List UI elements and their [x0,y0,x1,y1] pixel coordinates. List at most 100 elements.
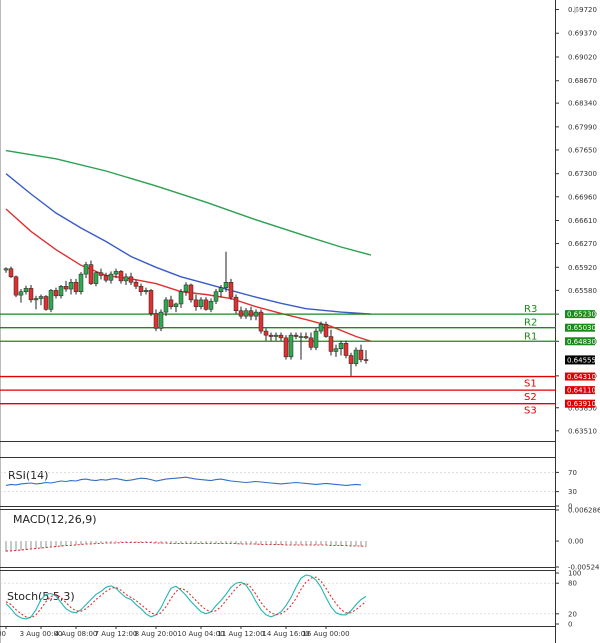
stoch-tick-label: 100 [568,570,581,578]
candle [18,289,24,303]
scroll-arrow-icon[interactable] [574,6,580,14]
candle [133,279,139,290]
price-tick-label: 0.67990 [568,123,597,131]
rsi-axis: 70 30 0 [556,469,577,511]
macd-signal-line [6,541,367,552]
candle [128,272,134,285]
candle [98,268,104,280]
candle [43,295,49,311]
level-name-s3: S3 [524,406,537,417]
candle [3,267,9,273]
stoch-tick-label: 20 [568,610,577,618]
price-tick-label: 0.66270 [568,240,597,248]
candle [183,282,189,296]
time-tick-label: 2 Aug 16:00 [0,630,6,638]
candle [163,297,169,317]
candle [158,309,164,332]
candle [273,332,279,341]
rsi-series [5,476,362,486]
candle [258,309,264,334]
level-price-label: 0.64310 [567,373,596,381]
candle [303,332,309,340]
candle [328,329,334,356]
candle [8,266,14,279]
macd-signal-series [6,541,367,552]
price-tick-label: 0.67300 [568,170,597,178]
candle [138,283,144,296]
candle [58,284,64,299]
price-tick-label: 0.65580 [568,287,597,295]
stoch-title: Stoch(5,5,3) [7,590,75,603]
current-price-label: 0.64555 [567,356,596,364]
candle [33,295,39,310]
candle [93,271,99,287]
candle [268,332,274,341]
time-tick-label: 11 Aug 12:00 [217,630,264,638]
time-tick-label: 3 Aug 00:00 [20,630,63,638]
time-tick-label: 4 Aug 08:00 [55,630,98,638]
candle [68,278,74,295]
candle [348,352,354,376]
candle [53,287,59,299]
candle [23,285,29,295]
candle [188,283,194,303]
time-tick-label: 10 Aug 04:00 [177,630,224,638]
stoch-tick-label: 80 [568,580,577,588]
level-price-label: 0.64830 [567,338,596,346]
price-tick-label: 0.65920 [568,264,597,272]
rsi-tick-label: 70 [568,469,577,477]
candle [218,284,224,298]
candle [248,306,254,321]
current-price-pill: 0.64555 [565,355,596,365]
candle [243,308,249,319]
stochastic-lines [0,574,556,620]
candle [78,272,84,295]
candle [208,298,214,313]
candle [123,273,129,285]
candle [198,297,204,310]
price-tick-label: 0.68340 [568,100,597,108]
moving-averages [5,149,372,342]
level-name-s2: S2 [524,392,537,403]
macd-axis: 0.006286 0.00 -0.005248 [556,507,600,572]
level-price-tag [565,310,595,319]
candle [228,278,234,300]
candle [103,272,109,283]
candle [28,284,34,303]
candle [48,289,54,313]
candle [298,332,304,360]
candle [363,350,369,364]
moving-average-line [5,173,372,315]
moving-average-line [5,149,372,256]
candle [313,328,319,351]
time-axis: 2 Aug 16:00 3 Aug 00:004 Aug 08:007 Aug 1… [0,626,350,638]
rsi-line [0,472,556,492]
price-tick-label: 0.69370 [568,30,597,38]
stoch-main-series [5,574,367,620]
candle [278,332,284,341]
stoch-tick-label: 0 [568,621,572,629]
candle [233,294,239,314]
moving-average-line [5,208,372,342]
candle [153,309,159,332]
price-tick-label: 0.68670 [568,77,597,85]
candle [168,295,174,310]
level-price-tag [565,386,595,395]
level-price-tag [565,372,595,381]
candle [343,340,349,359]
level-name-r2: R2 [524,318,537,329]
price-tick-label: 0.66960 [568,193,597,201]
candle [178,289,184,309]
level-price-label: 0.65030 [567,324,596,332]
candle [308,332,314,351]
time-tick-label: 8 Aug 20:00 [135,630,178,638]
candle [13,275,19,298]
level-name-r1: R1 [524,331,537,342]
candle [193,294,199,311]
candle [333,344,339,357]
candle [83,261,89,279]
rsi-tick-label: 30 [568,488,577,496]
level-price-label: 0.65230 [567,311,596,319]
level-price-tag [565,337,595,346]
level-name-s1: S1 [524,379,537,390]
